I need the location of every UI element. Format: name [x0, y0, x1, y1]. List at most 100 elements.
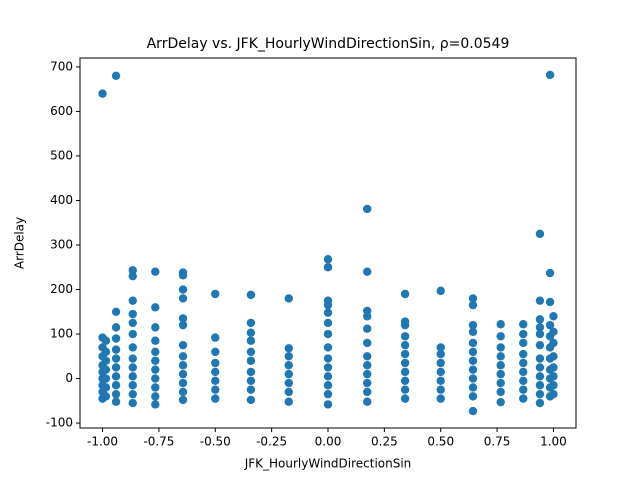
point	[549, 352, 558, 361]
point	[178, 361, 188, 370]
point	[363, 306, 372, 316]
point	[400, 394, 410, 403]
point	[151, 365, 160, 374]
point	[128, 271, 137, 281]
point	[128, 389, 137, 399]
point	[519, 320, 528, 329]
x-axis-label: JFK_HourlyWindDirectionSin	[244, 457, 412, 471]
point	[535, 354, 545, 363]
point	[284, 294, 293, 303]
x-tick-label: 0.00	[315, 435, 342, 449]
point	[545, 268, 555, 278]
chart-title: ArrDelay vs. JFK_HourlyWindDirectionSin,…	[147, 36, 510, 52]
point	[496, 332, 505, 341]
point	[535, 340, 545, 350]
point	[468, 365, 478, 374]
y-tick-label: 600	[50, 104, 73, 118]
point	[246, 290, 256, 300]
point	[111, 397, 121, 406]
point	[211, 358, 220, 368]
point	[496, 378, 505, 388]
point	[400, 385, 410, 394]
point	[178, 387, 188, 397]
point	[178, 314, 188, 323]
point	[323, 263, 333, 272]
point	[178, 340, 188, 350]
point	[128, 398, 137, 408]
point	[246, 395, 256, 405]
point	[363, 397, 372, 406]
point	[363, 324, 372, 333]
point	[496, 343, 505, 352]
point	[323, 400, 333, 409]
point	[436, 385, 445, 394]
point	[535, 315, 545, 324]
x-tick-label: 0.25	[371, 435, 398, 449]
point	[549, 363, 558, 372]
point	[535, 363, 545, 372]
point	[535, 398, 545, 408]
point	[496, 387, 505, 397]
point	[363, 369, 372, 379]
y-tick-label: 100	[50, 327, 73, 341]
x-tick-label: 1.00	[540, 435, 567, 449]
point	[363, 267, 372, 276]
point	[436, 343, 445, 352]
point	[545, 70, 555, 80]
point	[111, 354, 121, 363]
point	[151, 383, 160, 392]
point	[468, 320, 478, 330]
point	[363, 378, 372, 388]
point	[284, 352, 293, 361]
point	[151, 392, 160, 401]
point	[101, 365, 111, 374]
point	[323, 255, 333, 264]
point	[323, 354, 333, 363]
point	[323, 389, 333, 399]
point	[151, 356, 160, 365]
point	[284, 361, 293, 370]
point	[468, 374, 478, 383]
point	[151, 400, 160, 409]
point	[178, 294, 188, 303]
point	[128, 329, 137, 339]
point	[519, 349, 528, 359]
point	[128, 309, 137, 319]
y-tick-label: 500	[50, 148, 73, 162]
point	[549, 327, 558, 337]
point	[151, 303, 160, 312]
point	[496, 352, 505, 361]
point	[246, 318, 256, 328]
point	[549, 372, 558, 381]
point	[436, 358, 445, 368]
point	[178, 320, 188, 330]
point	[111, 334, 121, 343]
point	[436, 349, 445, 359]
point	[535, 329, 545, 339]
point	[519, 329, 528, 339]
point	[363, 338, 372, 348]
point	[178, 285, 188, 294]
point	[128, 372, 137, 381]
point	[323, 329, 333, 339]
x-tick-label: -0.75	[143, 435, 174, 449]
point	[468, 300, 478, 310]
point	[111, 323, 121, 332]
point	[284, 378, 293, 388]
point	[211, 333, 220, 342]
x-tick-label: 0.75	[484, 435, 511, 449]
point	[178, 395, 188, 405]
point	[535, 372, 545, 381]
point	[101, 383, 111, 392]
point	[128, 266, 137, 275]
point	[363, 361, 372, 370]
point	[323, 296, 333, 305]
point	[284, 369, 293, 379]
point	[111, 389, 121, 399]
point	[128, 381, 137, 390]
point	[178, 378, 188, 388]
point	[151, 336, 160, 345]
point	[496, 320, 505, 329]
point	[545, 320, 555, 330]
point	[436, 394, 445, 403]
